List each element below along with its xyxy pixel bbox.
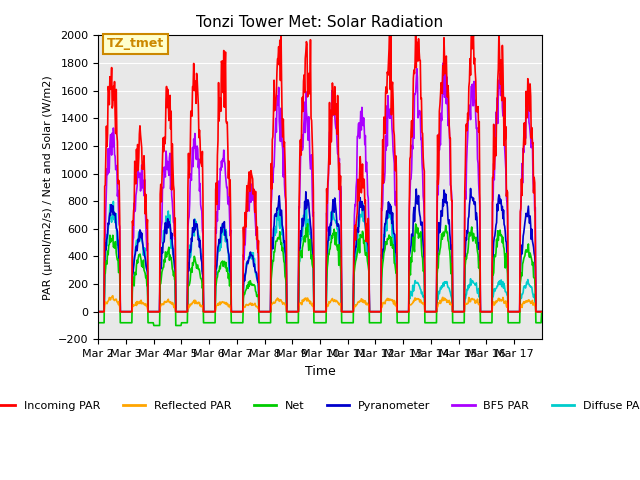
Pyranometer <box>147 309 154 314</box>
Net <box>268 277 275 283</box>
Y-axis label: PAR (μmol/m2/s) / Net and Solar (W/m2): PAR (μmol/m2/s) / Net and Solar (W/m2) <box>42 75 52 300</box>
Pyranometer <box>538 309 545 314</box>
Diffuse PAR <box>268 261 275 267</box>
Incoming PAR <box>538 309 545 314</box>
Line: BF5 PAR: BF5 PAR <box>99 63 541 312</box>
Line: Pyranometer: Pyranometer <box>99 189 541 312</box>
Diffuse PAR <box>147 309 155 314</box>
BF5 PAR <box>439 60 447 66</box>
Pyranometer <box>365 259 372 264</box>
Reflected PAR <box>109 293 116 299</box>
Net <box>366 320 374 325</box>
Net <box>228 320 236 325</box>
Diffuse PAR <box>538 309 545 314</box>
Reflected PAR <box>250 301 258 307</box>
BF5 PAR <box>538 309 545 314</box>
Line: Net: Net <box>99 224 541 325</box>
Diffuse PAR <box>250 256 258 262</box>
Net <box>250 282 258 288</box>
Pyranometer <box>95 309 102 314</box>
Diffuse PAR <box>228 309 236 314</box>
Reflected PAR <box>95 309 102 314</box>
Incoming PAR <box>250 187 258 192</box>
BF5 PAR <box>147 309 154 314</box>
Title: Tonzi Tower Met: Solar Radiation: Tonzi Tower Met: Solar Radiation <box>196 15 444 30</box>
Incoming PAR <box>228 309 236 314</box>
Incoming PAR <box>390 127 397 133</box>
Pyranometer <box>267 309 275 314</box>
Reflected PAR <box>268 302 275 308</box>
BF5 PAR <box>228 309 236 314</box>
Reflected PAR <box>147 309 155 314</box>
Pyranometer <box>250 264 258 269</box>
Line: Diffuse PAR: Diffuse PAR <box>99 202 541 312</box>
Diffuse PAR <box>95 309 102 314</box>
Diffuse PAR <box>365 309 373 314</box>
Reflected PAR <box>365 309 373 314</box>
Incoming PAR <box>365 256 372 262</box>
X-axis label: Time: Time <box>305 365 335 378</box>
Net <box>147 320 154 325</box>
BF5 PAR <box>250 186 258 192</box>
BF5 PAR <box>390 154 397 160</box>
Reflected PAR <box>538 309 545 314</box>
Reflected PAR <box>228 309 236 314</box>
Pyranometer <box>390 230 397 236</box>
Pyranometer <box>467 186 474 192</box>
Net <box>538 309 545 314</box>
Line: Incoming PAR: Incoming PAR <box>99 15 541 312</box>
Pyranometer <box>228 309 236 314</box>
Text: TZ_tmet: TZ_tmet <box>108 37 164 50</box>
Net <box>95 320 102 325</box>
Incoming PAR <box>147 309 154 314</box>
Diffuse PAR <box>390 246 398 252</box>
Net <box>150 323 157 328</box>
BF5 PAR <box>95 309 102 314</box>
Incoming PAR <box>95 309 102 314</box>
Reflected PAR <box>390 298 398 303</box>
BF5 PAR <box>267 309 275 314</box>
BF5 PAR <box>365 225 372 231</box>
Legend: Incoming PAR, Reflected PAR, Net, Pyranometer, BF5 PAR, Diffuse PAR: Incoming PAR, Reflected PAR, Net, Pyrano… <box>0 396 640 416</box>
Net <box>304 221 312 227</box>
Incoming PAR <box>267 309 275 314</box>
Incoming PAR <box>468 12 476 18</box>
Diffuse PAR <box>109 199 117 204</box>
Net <box>391 261 399 266</box>
Line: Reflected PAR: Reflected PAR <box>99 296 541 312</box>
